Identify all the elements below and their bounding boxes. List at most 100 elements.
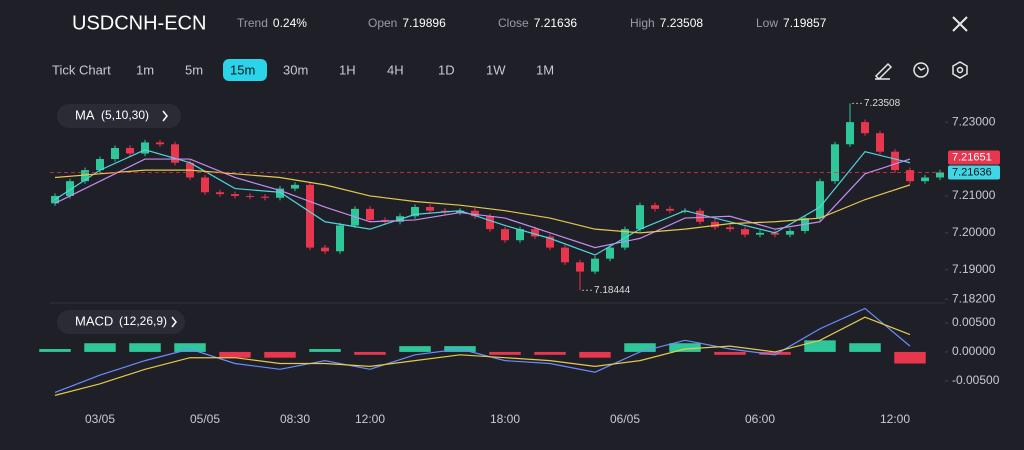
timeframe[interactable]: 15m (230, 62, 255, 77)
stat-label: Open (368, 16, 397, 30)
timeframe[interactable]: 1m (136, 62, 154, 77)
settings-tool[interactable] (952, 61, 968, 79)
stat-label: Trend (237, 16, 268, 30)
macd-histogram-bar (489, 351, 521, 355)
timeframe[interactable]: Tick Chart (52, 62, 111, 77)
candle-body (171, 144, 179, 163)
stat-value: 7.21636 (534, 16, 578, 30)
x-tick-label: 06:00 (745, 412, 775, 426)
high-label: 7.23508 (864, 98, 901, 109)
ma-line (54, 158, 911, 249)
stat-value: 7.23508 (660, 16, 704, 30)
macd-histogram-bar (264, 351, 296, 358)
stat-label: Close (498, 16, 529, 30)
macd-histogram-bar (354, 351, 386, 355)
candle-body (666, 208, 674, 211)
candle-body (696, 210, 704, 222)
macd-histogram-bar (39, 349, 71, 352)
price-tag-box (948, 150, 1000, 165)
y-tick-label: 7.23000 (952, 114, 996, 128)
macd-histogram-bar (219, 351, 251, 358)
y-tick-label: 7.21000 (952, 188, 996, 202)
candle-body (291, 184, 299, 189)
ma-chevron (162, 110, 168, 122)
candle-body (906, 170, 914, 182)
timeframe[interactable]: 4H (387, 62, 404, 77)
candle-body (771, 232, 779, 235)
timeframe[interactable]: 1W (486, 62, 506, 77)
stat-value: 0.24% (273, 16, 307, 30)
macd-histogram-bar (669, 343, 701, 352)
macd-signal-line (54, 316, 911, 396)
timeframe[interactable]: 1M (536, 62, 554, 77)
candle-body (201, 177, 209, 193)
macd-y-tick-label: 0.00500 (952, 315, 996, 329)
timeframe[interactable]: 1H (339, 62, 356, 77)
candle-body (711, 221, 719, 228)
candle-body (66, 181, 74, 196)
candle-body (126, 147, 134, 154)
candle-body (366, 208, 374, 220)
candle-body (861, 122, 869, 134)
timeframe[interactable]: 1D (438, 62, 455, 77)
macd-histogram-bar (399, 346, 431, 352)
candle-body (546, 236, 554, 248)
stat-value: 7.19896 (402, 16, 446, 30)
macd-histogram-bar (174, 343, 206, 352)
y-tick-label: 7.19000 (952, 262, 996, 276)
ma-line (54, 149, 911, 256)
x-tick-label: 18:00 (490, 412, 520, 426)
y-tick-label: 7.20000 (952, 225, 996, 239)
macd-histogram-bar (534, 351, 566, 355)
ma-params: (5,10,30) (101, 108, 149, 122)
candle-body (606, 247, 614, 259)
x-tick-label: 08:30 (280, 412, 310, 426)
timeframe-selected[interactable] (223, 59, 267, 81)
timeframe[interactable]: 5m (185, 62, 203, 77)
macd-histogram-bar (129, 343, 161, 352)
candle-body (846, 122, 854, 145)
x-tick-label: 12:00 (355, 412, 385, 426)
draw-tool[interactable] (874, 62, 893, 81)
reset-tool[interactable] (913, 62, 929, 78)
macd-y-tick-label: 0.00000 (952, 344, 996, 358)
low-label: 7.18444 (594, 285, 631, 296)
price-tag: 7.21651 (952, 151, 992, 163)
candle-body (936, 172, 944, 178)
x-tick-label: 06/05 (610, 412, 640, 426)
price-tag: 7.21636 (952, 166, 992, 178)
macd-histogram-bar (759, 351, 791, 355)
timeframe[interactable]: 30m (283, 62, 308, 77)
close-button[interactable] (952, 16, 968, 32)
macd-badge[interactable] (57, 310, 185, 334)
candle-body (51, 195, 59, 204)
candle-body (816, 181, 824, 219)
candle-body (471, 210, 479, 217)
candle-body (756, 232, 764, 235)
candle-body (96, 159, 104, 171)
ma-badge[interactable] (57, 104, 181, 128)
ma-line (54, 169, 911, 234)
candle-body (111, 147, 119, 160)
macd-histogram-bar (579, 351, 611, 358)
x-tick-label: 05/05 (190, 412, 220, 426)
y-tick-label: 7.18200 (952, 291, 996, 305)
macd-name: MACD (75, 313, 113, 328)
stat-value: 7.19857 (783, 16, 827, 30)
candle-body (891, 151, 899, 171)
macd-y-tick-label: -0.00500 (952, 373, 1000, 387)
candle-body (651, 205, 659, 209)
candle-body (831, 144, 839, 182)
candle-body (261, 196, 269, 198)
candle-body (501, 229, 509, 241)
macd-macd-line (54, 307, 911, 394)
macd-histogram-bar (714, 351, 746, 355)
x-tick-label: 12:00 (880, 412, 910, 426)
macd-histogram-bar (849, 343, 881, 352)
candle-body (306, 184, 314, 248)
macd-histogram-bar (804, 340, 836, 352)
candle-body (576, 262, 584, 272)
macd-histogram-bar (84, 343, 116, 352)
